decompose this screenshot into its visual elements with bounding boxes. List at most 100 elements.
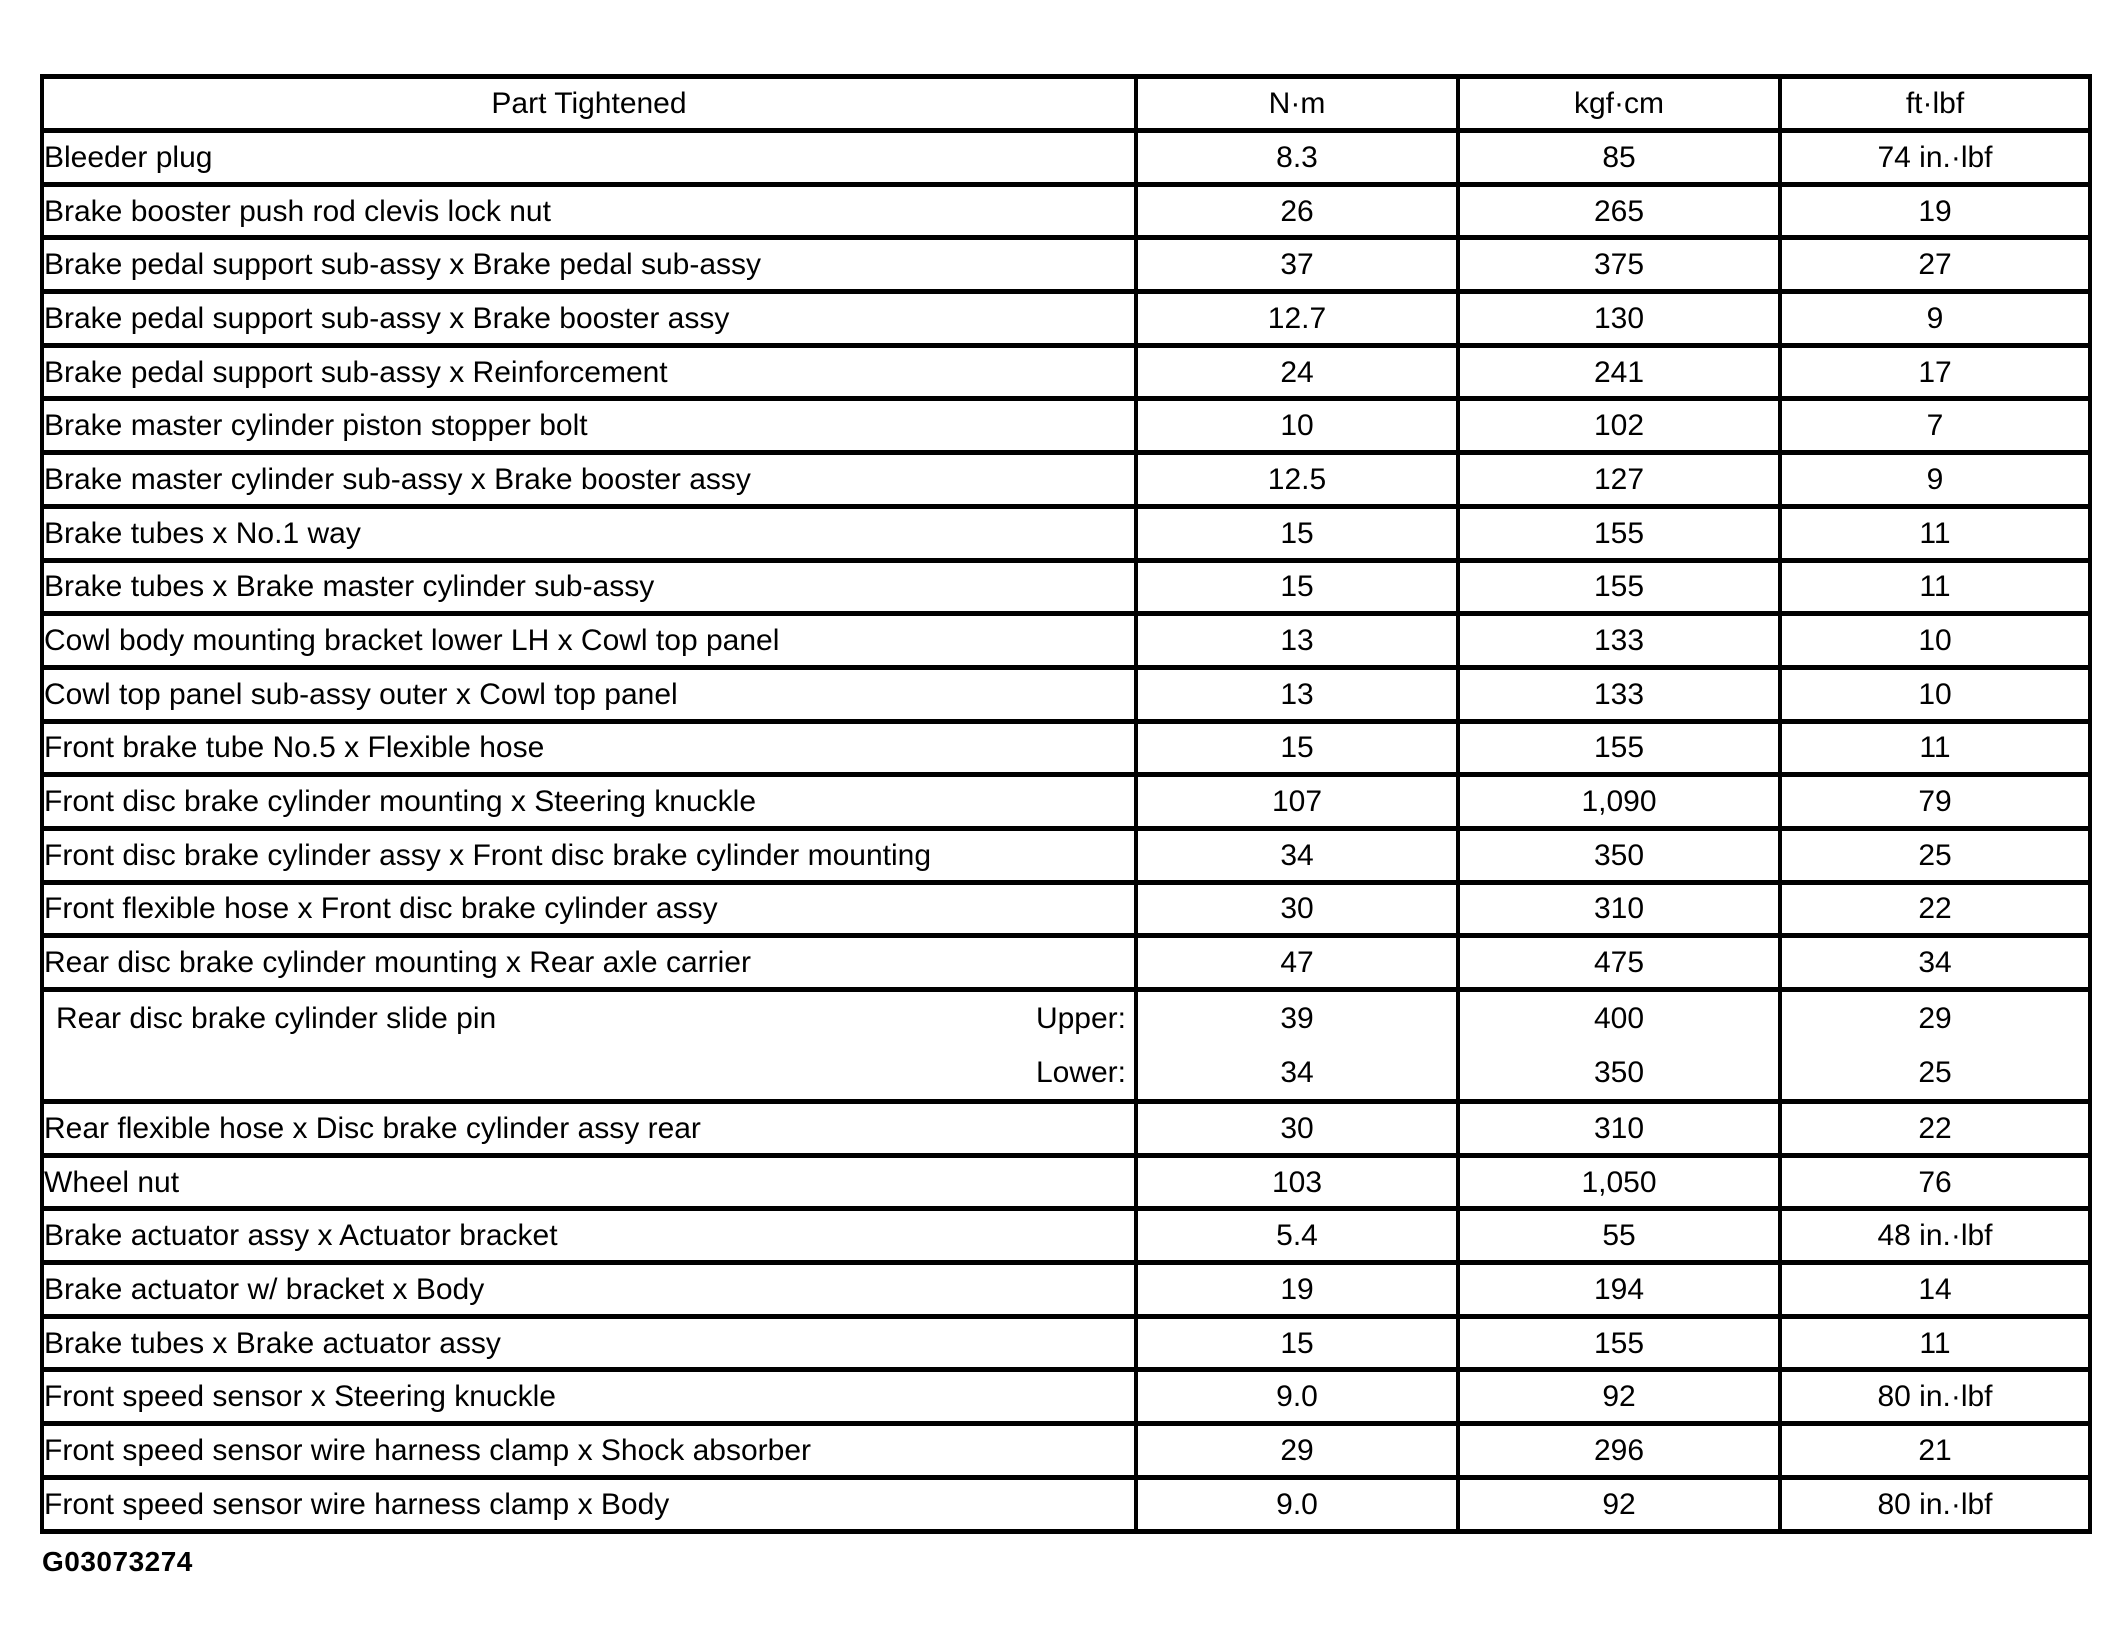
- column-header-part-tightened: Part Tightened: [40, 74, 1138, 133]
- value-cell-kgfcm: 130: [1456, 289, 1782, 348]
- value-cell-kgfcm: 296: [1456, 1421, 1782, 1480]
- table-row: Front flexible hose x Front disc brake c…: [40, 879, 2092, 939]
- part-cell: Front speed sensor x Steering knuckle: [40, 1367, 1138, 1427]
- value-cell-kgfcm: 375: [1456, 235, 1782, 295]
- value-cell-ftlbf: 22: [1778, 1099, 2092, 1158]
- value-cell-kgfcm: 127: [1456, 450, 1782, 509]
- value-cell-ftlbf: 76: [1778, 1152, 2092, 1212]
- part-cell: Brake tubes x Brake actuator assy: [40, 1313, 1138, 1373]
- part-cell: Front speed sensor wire harness clamp x …: [40, 1421, 1138, 1480]
- value-cell-kgfcm: 92: [1456, 1367, 1782, 1427]
- part-cell: Front speed sensor wire harness clamp x …: [40, 1474, 1138, 1534]
- value-cell-nm: 24: [1134, 342, 1460, 402]
- value-cell-kgfcm: 102: [1456, 396, 1782, 456]
- value-cell-nm: 37: [1134, 235, 1460, 295]
- table-row: Brake actuator assy x Actuator bracket 5.…: [40, 1206, 2092, 1266]
- table-row: Brake master cylinder sub-assy x Brake b…: [40, 450, 2092, 509]
- value-cell-nm: 30: [1134, 879, 1460, 939]
- value-cell-kgfcm: 155: [1456, 557, 1782, 617]
- value-cell-ftlbf: 10: [1778, 611, 2092, 670]
- part-cell: Rear disc brake cylinder slide pin Upper:…: [40, 987, 1138, 1104]
- table-row: Front disc brake cylinder assy x Front d…: [40, 825, 2092, 885]
- part-cell: Brake master cylinder piston stopper bol…: [40, 396, 1138, 456]
- value-cell-ftlbf: 7: [1778, 396, 2092, 456]
- value-cell-nm: 107: [1134, 772, 1460, 831]
- table-row: Brake pedal support sub-assy x Brake boo…: [40, 289, 2092, 348]
- value-cell-nm: 12.5: [1134, 450, 1460, 509]
- part-cell: Front disc brake cylinder assy x Front d…: [40, 825, 1138, 885]
- value-cell-kgfcm: 55: [1456, 1206, 1782, 1266]
- part-cell: Brake master cylinder sub-assy x Brake b…: [40, 450, 1138, 509]
- value-cell-kgfcm: 1,050: [1456, 1152, 1782, 1212]
- table-row: Cowl body mounting bracket lower LH x Co…: [40, 611, 2092, 670]
- table-row: Brake tubes x No.1 way 15 155 11: [40, 503, 2092, 563]
- value-cell-nm: 15: [1134, 1313, 1460, 1373]
- value-cell-ftlbf: 48 in.·lbf: [1778, 1206, 2092, 1266]
- part-cell: Brake pedal support sub-assy x Reinforce…: [40, 342, 1138, 402]
- value-cell-kgfcm: 155: [1456, 718, 1782, 778]
- part-cell: Bleeder plug: [40, 128, 1138, 187]
- table-row: Rear flexible hose x Disc brake cylinder…: [40, 1099, 2092, 1158]
- value-cell-ftlbf: 11: [1778, 557, 2092, 617]
- part-cell: Rear disc brake cylinder mounting x Rear…: [40, 933, 1138, 992]
- value-cell-nm: 103: [1134, 1152, 1460, 1212]
- table-row: Brake tubes x Brake actuator assy 15 155 11: [40, 1313, 2092, 1373]
- part-cell: Front brake tube No.5 x Flexible hose: [40, 718, 1138, 778]
- table-row: Front speed sensor wire harness clamp x …: [40, 1474, 2092, 1534]
- value-cell-ftlbf: 80 in.·lbf: [1778, 1367, 2092, 1427]
- part-cell: Brake booster push rod clevis lock nut: [40, 181, 1138, 241]
- variant-label: Upper:: [1035, 1002, 1126, 1036]
- value-cell-nm: 13: [1134, 611, 1460, 670]
- part-cell: Rear flexible hose x Disc brake cylinder…: [40, 1099, 1138, 1158]
- value-cell-ftlbf: 34: [1778, 933, 2092, 992]
- value-cell-kgfcm: 310: [1456, 1099, 1782, 1158]
- value-cell-ftlbf: 29 25: [1778, 987, 2092, 1104]
- value-cell-kgfcm: 155: [1456, 503, 1782, 563]
- table-row: Wheel nut 103 1,050 76: [40, 1152, 2092, 1212]
- value-cell-ftlbf: 11: [1778, 503, 2092, 563]
- value-cell-ftlbf: 14: [1778, 1260, 2092, 1319]
- value-cell-nm: 19: [1134, 1260, 1460, 1319]
- value-cell-nm: 39 34: [1134, 987, 1460, 1104]
- table-row: Brake booster push rod clevis lock nut 26…: [40, 181, 2092, 241]
- value-cell-nm: 8.3: [1134, 128, 1460, 187]
- value-cell-kgfcm: 133: [1456, 611, 1782, 670]
- value-nm: 34: [1280, 1055, 1314, 1089]
- value-cell-ftlbf: 10: [1778, 664, 2092, 724]
- table-row: Brake actuator w/ bracket x Body 19 194 14: [40, 1260, 2092, 1319]
- part-cell: Brake tubes x Brake master cylinder sub-…: [40, 557, 1138, 617]
- value-cell-ftlbf: 80 in.·lbf: [1778, 1474, 2092, 1534]
- part-cell: Brake tubes x No.1 way: [40, 503, 1138, 563]
- value-cell-nm: 15: [1134, 503, 1460, 563]
- torque-spec-table: Part Tightened N·m kgf·cm ft·lbf Bleeder…: [40, 74, 2092, 1534]
- value-ftlbf: 29: [1918, 1002, 1952, 1036]
- value-cell-nm: 12.7: [1134, 289, 1460, 348]
- value-cell-nm: 29: [1134, 1421, 1460, 1480]
- table-row: Brake pedal support sub-assy x Reinforce…: [40, 342, 2092, 402]
- value-kgfcm: 350: [1593, 1055, 1645, 1089]
- table-row: Front brake tube No.5 x Flexible hose 15 1…: [40, 718, 2092, 778]
- value-cell-kgfcm: 92: [1456, 1474, 1782, 1534]
- value-cell-ftlbf: 27: [1778, 235, 2092, 295]
- value-cell-nm: 13: [1134, 664, 1460, 724]
- table-row: Front speed sensor wire harness clamp x …: [40, 1421, 2092, 1480]
- value-cell-ftlbf: 22: [1778, 879, 2092, 939]
- value-cell-ftlbf: 9: [1778, 450, 2092, 509]
- table-row: Bleeder plug 8.3 85 74 in.·lbf: [40, 128, 2092, 187]
- part-cell: Front disc brake cylinder mounting x Ste…: [40, 772, 1138, 831]
- value-cell-kgfcm: 1,090: [1456, 772, 1782, 831]
- value-cell-nm: 34: [1134, 825, 1460, 885]
- table-row: Brake pedal support sub-assy x Brake ped…: [40, 235, 2092, 295]
- table-row: Rear disc brake cylinder slide pin Upper:…: [40, 987, 2092, 1104]
- value-cell-ftlbf: 11: [1778, 1313, 2092, 1373]
- part-cell: Brake pedal support sub-assy x Brake boo…: [40, 289, 1138, 348]
- figure-code: G03073274: [42, 1546, 193, 1577]
- value-cell-nm: 26: [1134, 181, 1460, 241]
- table-row: Rear disc brake cylinder mounting x Rear…: [40, 933, 2092, 992]
- column-header-ftlbf: ft·lbf: [1778, 74, 2092, 133]
- table-row: Front speed sensor x Steering knuckle 9.0…: [40, 1367, 2092, 1427]
- value-cell-ftlbf: 74 in.·lbf: [1778, 128, 2092, 187]
- value-cell-nm: 5.4: [1134, 1206, 1460, 1266]
- column-header-nm: N·m: [1134, 74, 1460, 133]
- value-ftlbf: 25: [1918, 1055, 1952, 1089]
